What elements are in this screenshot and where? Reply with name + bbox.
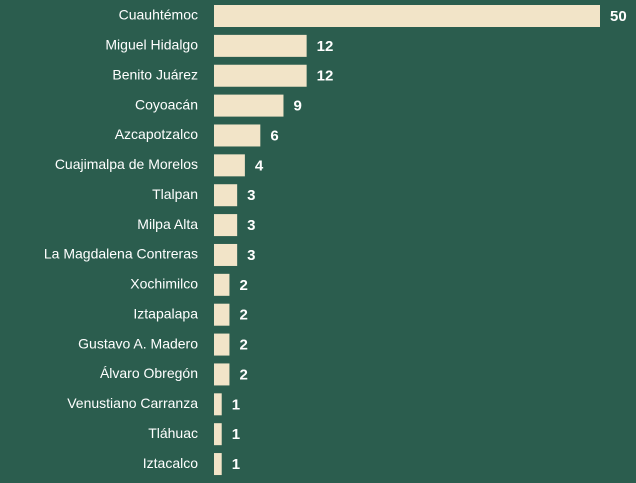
category-label: Iztacalco (143, 455, 198, 471)
category-label: Coyoacán (135, 96, 198, 112)
category-label: Azcapotzalco (115, 126, 198, 142)
bar (214, 5, 600, 27)
category-label: Cuauhtémoc (119, 7, 198, 23)
category-label: Tláhuac (148, 425, 198, 441)
bar (214, 214, 238, 237)
category-label: Álvaro Obregón (100, 365, 198, 381)
bar (214, 64, 307, 87)
value-label: 3 (247, 187, 255, 204)
bar (214, 184, 238, 207)
value-label: 12 (317, 38, 334, 55)
bar (214, 124, 261, 147)
category-label: Venustiano Carranza (67, 395, 198, 411)
category-label: Milpa Alta (137, 216, 198, 232)
bar (214, 94, 284, 117)
value-label: 6 (270, 127, 278, 144)
category-label: Cuajimalpa de Morelos (55, 156, 198, 172)
bar (214, 363, 230, 386)
category-label: La Magdalena Contreras (44, 246, 198, 262)
value-label: 9 (293, 98, 301, 115)
bar (214, 423, 222, 446)
value-label: 1 (232, 456, 240, 473)
bar (214, 243, 238, 266)
value-label: 50 (610, 8, 627, 25)
value-label: 12 (317, 68, 334, 85)
bar (214, 333, 230, 356)
value-label: 2 (239, 337, 247, 354)
value-label: 4 (255, 157, 264, 174)
category-label: Xochimilco (130, 276, 198, 292)
value-label: 3 (247, 247, 255, 264)
category-label: Iztapalapa (133, 305, 198, 321)
bar (214, 273, 230, 296)
value-label: 3 (247, 217, 255, 234)
category-label: Tlalpan (152, 186, 198, 202)
value-label: 2 (239, 366, 247, 383)
bar (214, 393, 222, 416)
value-label: 1 (232, 426, 240, 443)
category-label: Gustavo A. Madero (78, 335, 198, 351)
value-label: 2 (239, 277, 247, 294)
bar (214, 453, 222, 476)
value-label: 1 (232, 396, 240, 413)
category-label: Miguel Hidalgo (105, 37, 198, 53)
category-label: Benito Juárez (112, 66, 198, 82)
bar (214, 34, 307, 57)
value-label: 2 (239, 307, 247, 324)
bar (214, 303, 230, 326)
bar (214, 154, 245, 177)
